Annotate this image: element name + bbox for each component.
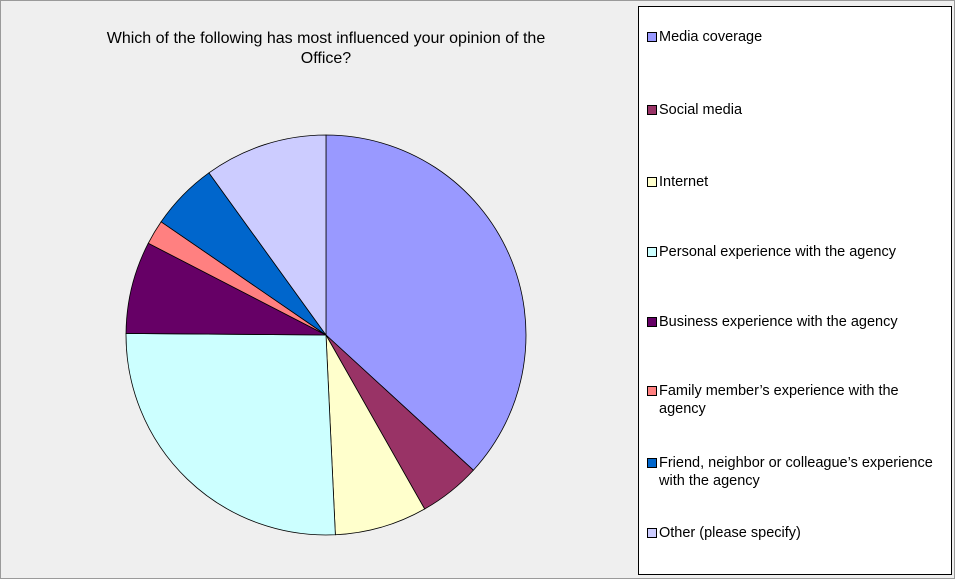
legend-label-business-experience: Business experience with the agency [659,314,898,330]
chart-title-line-1: Which of the following has most influenc… [106,30,546,47]
chart-title-line-2: Office? [300,50,352,67]
legend-swatch-personal-experience [647,247,657,257]
legend-item-family-experience: Family member’s experience with the agen… [647,382,937,418]
legend-item-internet: Internet [647,173,947,191]
legend-swatch-social-media [647,105,657,115]
legend-swatch-media-coverage [647,32,657,42]
legend-label-friend-experience: Friend, neighbor or colleague’s experien… [659,455,933,489]
legend-item-friend-experience: Friend, neighbor or colleague’s experien… [647,454,937,490]
chart-title: Which of the following has most influenc… [31,29,621,69]
legend-label-personal-experience: Personal experience with the agency [659,244,896,260]
legend-swatch-internet [647,177,657,187]
pie-slice-other-please-specify [208,134,327,337]
pie-chart [125,134,527,536]
legend-swatch-family-experience [647,386,657,396]
legend-item-business-experience: Business experience with the agency [647,313,917,331]
legend-swatch-business-experience [647,317,657,327]
legend-item-media-coverage: Media coverage [647,28,947,46]
legend-swatch-other [647,528,657,538]
legend-item-other: Other (please specify) [647,524,947,542]
legend-label-other: Other (please specify) [659,525,801,541]
chart-legend: Media coverage Social media Internet Per… [638,6,952,575]
legend-label-social-media: Social media [659,102,743,118]
pie-slice-personal-experience-with-the-agency [125,333,336,536]
pie-slice-media-coverage [325,134,527,471]
legend-item-social-media: Social media [647,101,947,119]
legend-label-internet: Internet [659,174,709,190]
legend-label-family-experience: Family member’s experience with the agen… [659,383,899,417]
legend-label-media-coverage: Media coverage [659,29,763,45]
legend-item-personal-experience: Personal experience with the agency [647,243,955,261]
legend-swatch-friend-experience [647,458,657,468]
